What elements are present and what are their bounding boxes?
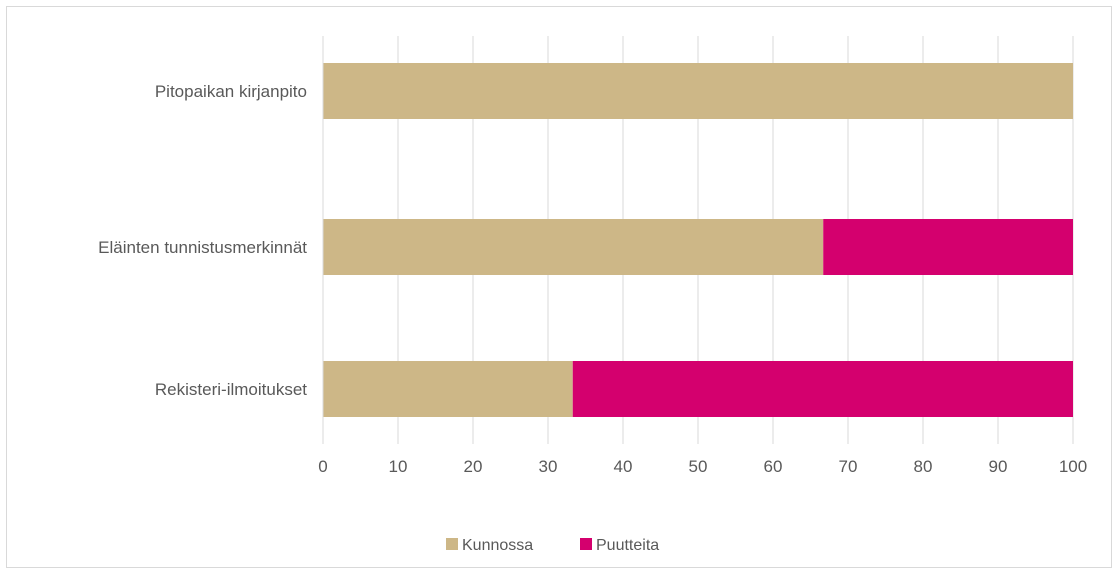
bar-kunnossa-3	[323, 361, 573, 417]
bar-puutteita-2	[823, 219, 1073, 275]
legend-swatch-kunnossa	[446, 538, 458, 550]
legend-label-puutteita: Puutteita	[596, 537, 659, 554]
x-tick-label: 80	[914, 457, 933, 476]
x-tick-label: 100	[1059, 457, 1087, 476]
x-tick-label: 70	[839, 457, 858, 476]
x-tick-labels: 0 10 20 30 40 50 60 70 80 90 100	[318, 457, 1087, 476]
category-label: Rekisteri-ilmoitukset	[155, 380, 307, 399]
category-labels: Pitopaikan kirjanpito Eläinten tunnistusm…	[98, 82, 307, 399]
category-label: Pitopaikan kirjanpito	[155, 82, 307, 101]
x-tick-label: 30	[539, 457, 558, 476]
legend: Kunnossa Puutteita	[446, 537, 659, 554]
x-tick-label: 20	[464, 457, 483, 476]
x-tick-label: 40	[614, 457, 633, 476]
bar-kunnossa-2	[323, 219, 824, 275]
x-tick-label: 10	[389, 457, 408, 476]
bars	[323, 63, 1073, 417]
bar-puutteita-3	[572, 361, 1073, 417]
legend-swatch-puutteita	[580, 538, 592, 550]
legend-label-kunnossa: Kunnossa	[462, 537, 533, 554]
x-tick-label: 0	[318, 457, 327, 476]
x-tick-label: 50	[689, 457, 708, 476]
bar-kunnossa-1	[323, 63, 1073, 119]
x-tick-label: 90	[989, 457, 1008, 476]
category-label: Eläinten tunnistusmerkinnät	[98, 238, 307, 257]
x-tick-label: 60	[764, 457, 783, 476]
